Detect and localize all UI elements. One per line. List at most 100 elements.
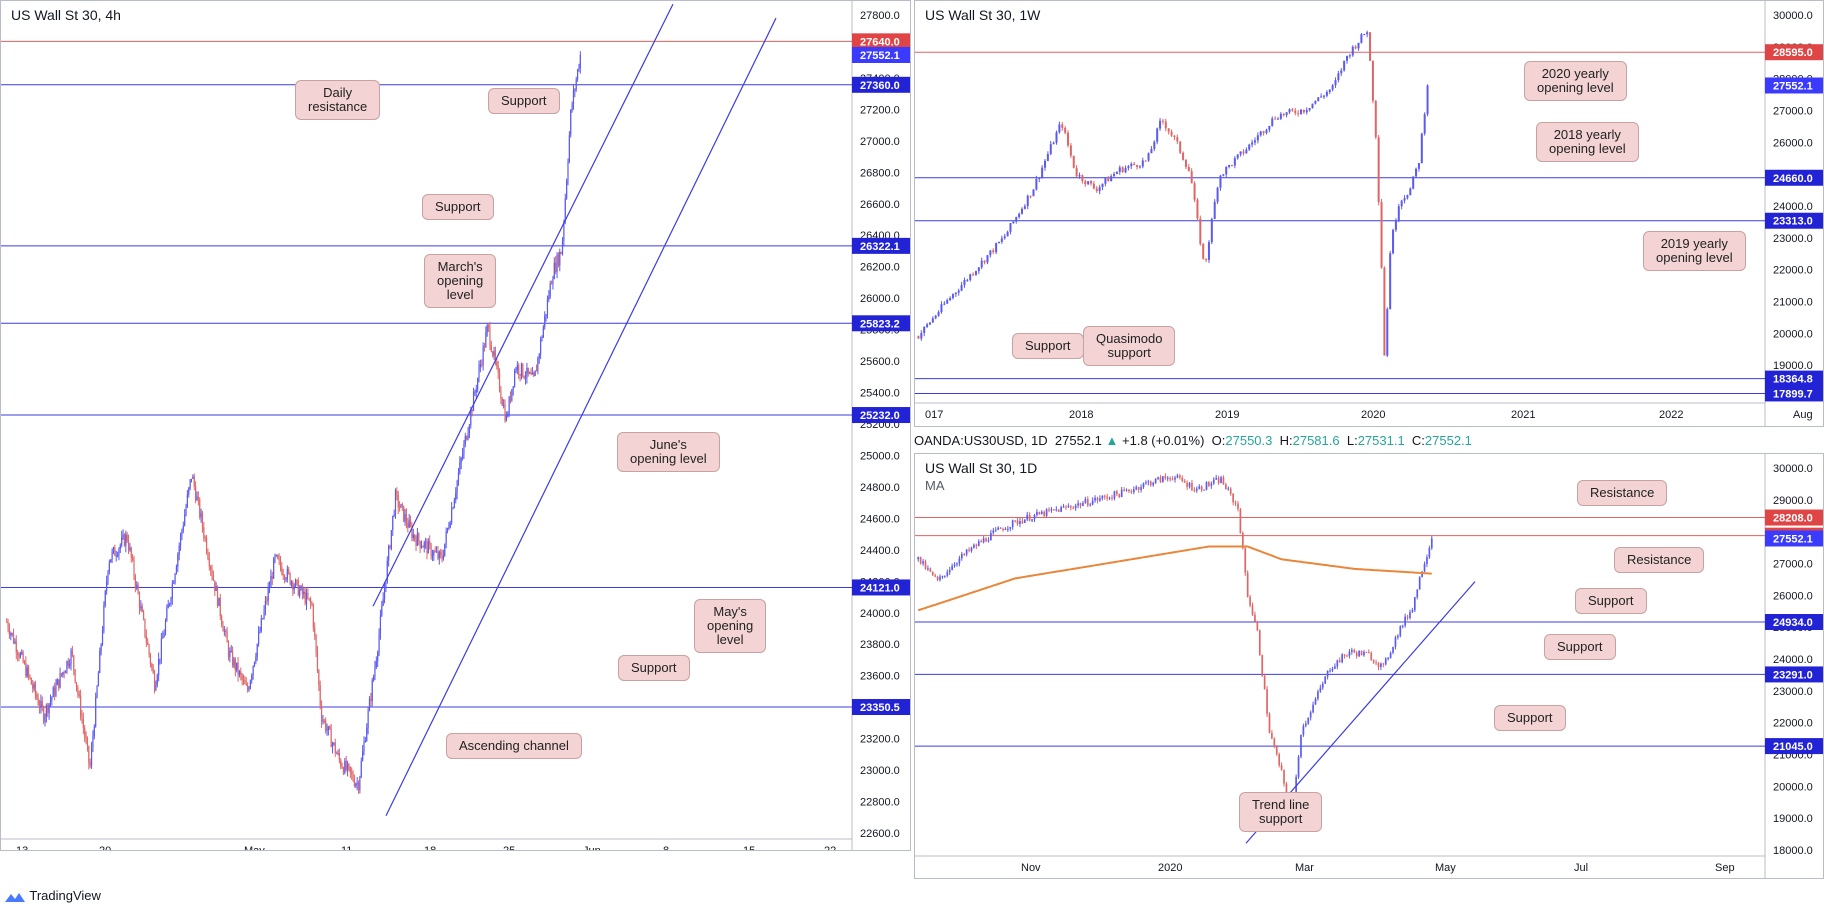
candle-body [958,558,961,564]
candle-body [425,541,427,543]
candle-body [960,285,963,291]
candle-body [507,415,509,417]
candle-body [457,473,460,482]
chart-panel-daily[interactable]: 30000.029000.028000.027000.026000.025000… [914,453,1824,879]
candle-body [434,551,436,553]
candle-body [937,312,940,316]
candle-body [977,267,980,272]
candle-body [284,575,286,580]
y-tick-label: 24800.0 [860,482,900,494]
candle-body [1324,676,1327,684]
candle-body [393,514,395,516]
candle-body [360,760,362,777]
chart-panel-weekly[interactable]: 30000.029000.028000.027000.026000.025000… [914,0,1824,427]
candle-body [1346,55,1349,61]
chart-canvas-daily[interactable]: 30000.029000.028000.027000.026000.025000… [915,454,1824,879]
candle-body [448,527,450,529]
candle-body [1285,112,1288,116]
candle-body [1317,97,1320,102]
candle-body [96,686,98,698]
x-tick-label: May [244,845,265,851]
candle-body [257,632,260,644]
y-tick-label: 24000.0 [1773,654,1813,666]
tradingview-footer[interactable]: TradingView [0,888,101,904]
price-tag: 25232.0 [852,407,910,424]
candle-body [957,290,960,293]
candle-body [1377,663,1380,667]
price-tag: 27552.1 [1765,530,1823,547]
candle-body [1299,109,1303,114]
candle-body [1020,208,1023,214]
candle-body [341,766,343,769]
candle-body [483,345,486,348]
candle-body [550,283,553,285]
candle-body [1210,483,1213,486]
candle-body [1035,178,1038,190]
candle-body [1050,509,1053,511]
candle-body [1256,135,1259,141]
candle-body [1000,238,1003,242]
candle-body [1095,188,1098,192]
annotation-march-opening: March's opening level [424,254,497,308]
candle-body [359,776,361,791]
candle-body [285,579,287,581]
candle-body [1145,482,1147,484]
y-tick-label: 24400.0 [860,545,900,557]
y-tick-label: 23600.0 [860,671,900,683]
candle-body [1353,649,1356,653]
candle-body [1244,548,1247,573]
candle-body [219,597,221,617]
candle-body [1351,46,1354,56]
candle-body [1075,167,1078,177]
candle-body [1018,213,1021,218]
candle-body [566,180,568,199]
candle-body [1341,654,1344,663]
price-tag-bg [852,407,910,424]
candle-body [1157,477,1159,479]
candle-body [1358,650,1360,657]
candle-body [1328,89,1331,93]
candle-body [459,462,461,474]
candle-body [195,486,197,501]
candle-body [344,760,346,774]
price-tag-bg [852,699,910,716]
candle-body [1331,85,1334,90]
candle-body [537,357,539,371]
y-tick-label: 21000.0 [1773,297,1813,309]
candle-body [1230,165,1233,167]
candle-body [241,674,243,680]
candle-body [392,515,394,531]
chart-canvas-weekly[interactable]: 30000.029000.028000.027000.026000.025000… [915,1,1824,427]
candle-body [310,598,312,604]
candle-body [452,507,454,509]
candle-body [1072,155,1075,168]
candle-body [231,650,234,666]
candle-body [82,719,84,729]
chart-panel-4h[interactable]: 27800.027600.027400.027200.027000.026800… [0,0,911,851]
candle-body [516,365,518,370]
high-label: H: [1279,433,1293,448]
candle-body [1394,221,1397,230]
candle-body [275,555,277,557]
candle-body [1040,511,1043,515]
candle-body [97,672,100,687]
candle-body [288,569,290,573]
annotation-daily-resistance: Daily resistance [295,80,381,120]
y-tick-label: 22000.0 [1773,718,1813,730]
candle-body [325,720,327,731]
candle-body [103,605,105,631]
candle-body [1280,765,1283,770]
price-tag-bg [1765,509,1823,526]
candle-body [515,369,517,371]
candle-body [1183,481,1186,483]
chart-canvas-4h[interactable]: 27800.027600.027400.027200.027000.026800… [1,1,911,851]
candle-body [1346,655,1348,657]
candle-body [340,759,342,767]
candle-body [1167,128,1170,132]
candle-body [1420,133,1423,164]
candle-body [1329,670,1331,672]
brand-name: TradingView [29,888,101,903]
candle-body [498,372,501,391]
candle-body [345,760,347,770]
candle-body [1334,666,1336,669]
